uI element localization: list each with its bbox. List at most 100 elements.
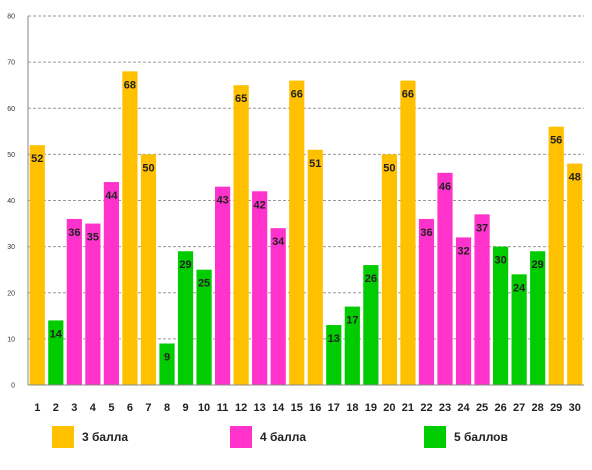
bar xyxy=(289,80,305,385)
bar xyxy=(567,163,583,385)
y-tick-label: 20 xyxy=(7,290,15,297)
bar xyxy=(48,320,64,385)
bar-data-label: 65 xyxy=(235,93,247,105)
bar xyxy=(140,154,157,385)
bar xyxy=(122,71,138,385)
y-tick-label: 70 xyxy=(7,60,15,67)
x-tick-label: 24 xyxy=(457,402,470,414)
bar-data-labels: 52 14 36 35 44 68 50 9 29 25 43 65 42 34 66 51 13 17 26 50 6… xyxy=(31,79,581,363)
legend: 3 балла 4 балла 5 баллов xyxy=(0,426,592,456)
legend-swatch-5 xyxy=(424,426,446,448)
bars xyxy=(29,71,583,385)
bar xyxy=(252,191,268,385)
legend-item-5: 5 баллов xyxy=(424,426,508,448)
bar xyxy=(418,218,435,385)
bar xyxy=(196,269,212,385)
bar-data-label: 14 xyxy=(50,328,63,340)
y-tick-label: 40 xyxy=(7,198,15,205)
x-tick-label: 22 xyxy=(420,402,432,414)
bar xyxy=(270,228,286,385)
x-tick-label: 21 xyxy=(402,402,414,414)
bar xyxy=(455,237,472,385)
x-tick-label: 14 xyxy=(272,402,285,414)
bar xyxy=(326,325,342,385)
bar xyxy=(511,274,527,385)
bar xyxy=(159,343,175,385)
bar-data-label: 9 xyxy=(164,351,170,363)
bar-data-label: 36 xyxy=(68,227,80,239)
y-tick-label: 80 xyxy=(7,14,15,21)
bar-data-label: 24 xyxy=(513,282,526,294)
grid-lines xyxy=(28,15,584,340)
x-tick-label: 15 xyxy=(291,402,303,414)
x-tick-label: 16 xyxy=(309,402,321,414)
x-tick-label: 28 xyxy=(532,402,544,414)
bar xyxy=(177,251,194,385)
y-tick-label: 10 xyxy=(7,336,15,343)
x-tick-label: 13 xyxy=(254,402,266,414)
bar-data-label: 50 xyxy=(142,162,154,174)
bar-data-label: 17 xyxy=(346,315,358,327)
x-tick-label: 6 xyxy=(127,402,133,414)
bar-data-label: 29 xyxy=(532,259,544,271)
x-tick-label: 18 xyxy=(346,402,358,414)
bar xyxy=(307,149,323,385)
bar xyxy=(66,218,82,385)
bar-data-label: 66 xyxy=(291,89,303,101)
bar-data-label: 13 xyxy=(328,333,340,345)
x-tick-label: 5 xyxy=(108,402,114,414)
bar xyxy=(530,251,546,385)
x-tick-label: 27 xyxy=(513,402,525,414)
x-tick-label: 30 xyxy=(569,402,581,414)
bar xyxy=(548,126,564,385)
legend-item-3: 3 балла xyxy=(52,426,128,448)
bar-data-label: 25 xyxy=(198,278,210,290)
bar-data-label: 26 xyxy=(365,273,377,285)
bar-data-label: 32 xyxy=(457,245,469,257)
x-axis-tick-labels: 1 2 3 4 5 6 7 8 9 10 11 12 13 14 15 16 17 18 19 20 21 22 23 24 2… xyxy=(34,402,581,414)
bar-data-label: 35 xyxy=(87,232,99,244)
bar-data-label: 48 xyxy=(569,172,581,184)
bar xyxy=(344,306,360,385)
bar xyxy=(29,145,45,385)
bar xyxy=(215,186,231,385)
bar xyxy=(381,154,397,385)
x-tick-label: 9 xyxy=(182,402,188,414)
bar xyxy=(400,80,416,385)
bar-data-label: 50 xyxy=(383,162,395,174)
x-tick-label: 19 xyxy=(365,402,377,414)
bar xyxy=(233,85,249,385)
legend-swatch-3 xyxy=(52,426,74,448)
bar xyxy=(437,172,453,385)
bar-data-label: 30 xyxy=(494,255,506,267)
x-tick-label: 3 xyxy=(71,402,77,414)
y-tick-label: 0 xyxy=(11,383,15,390)
x-tick-label: 25 xyxy=(476,402,488,414)
legend-label-5: 5 баллов xyxy=(454,430,508,444)
x-tick-label: 20 xyxy=(383,402,395,414)
bar-data-label: 37 xyxy=(476,222,488,234)
legend-item-4: 4 балла xyxy=(230,426,306,448)
legend-swatch-4 xyxy=(230,426,252,448)
legend-label-4: 4 балла xyxy=(260,430,307,444)
x-tick-label: 2 xyxy=(53,402,59,414)
x-tick-label: 29 xyxy=(550,402,562,414)
bar xyxy=(103,182,119,385)
bar-data-label: 29 xyxy=(179,259,191,271)
bar-data-label: 66 xyxy=(402,89,414,101)
bar-data-label: 42 xyxy=(254,199,266,211)
x-tick-label: 10 xyxy=(198,402,210,414)
x-tick-label: 11 xyxy=(217,402,229,414)
bar xyxy=(474,214,490,385)
x-tick-label: 8 xyxy=(164,402,170,414)
legend-label-3: 3 балла xyxy=(82,430,129,444)
bar-data-label: 68 xyxy=(124,79,136,91)
bar-data-label: 34 xyxy=(272,236,285,248)
bar-data-label: 52 xyxy=(31,153,43,165)
y-tick-label: 50 xyxy=(7,152,15,159)
bar xyxy=(85,223,101,385)
bar-data-label: 51 xyxy=(309,158,321,170)
x-tick-label: 26 xyxy=(494,402,506,414)
x-tick-label: 23 xyxy=(439,402,451,414)
